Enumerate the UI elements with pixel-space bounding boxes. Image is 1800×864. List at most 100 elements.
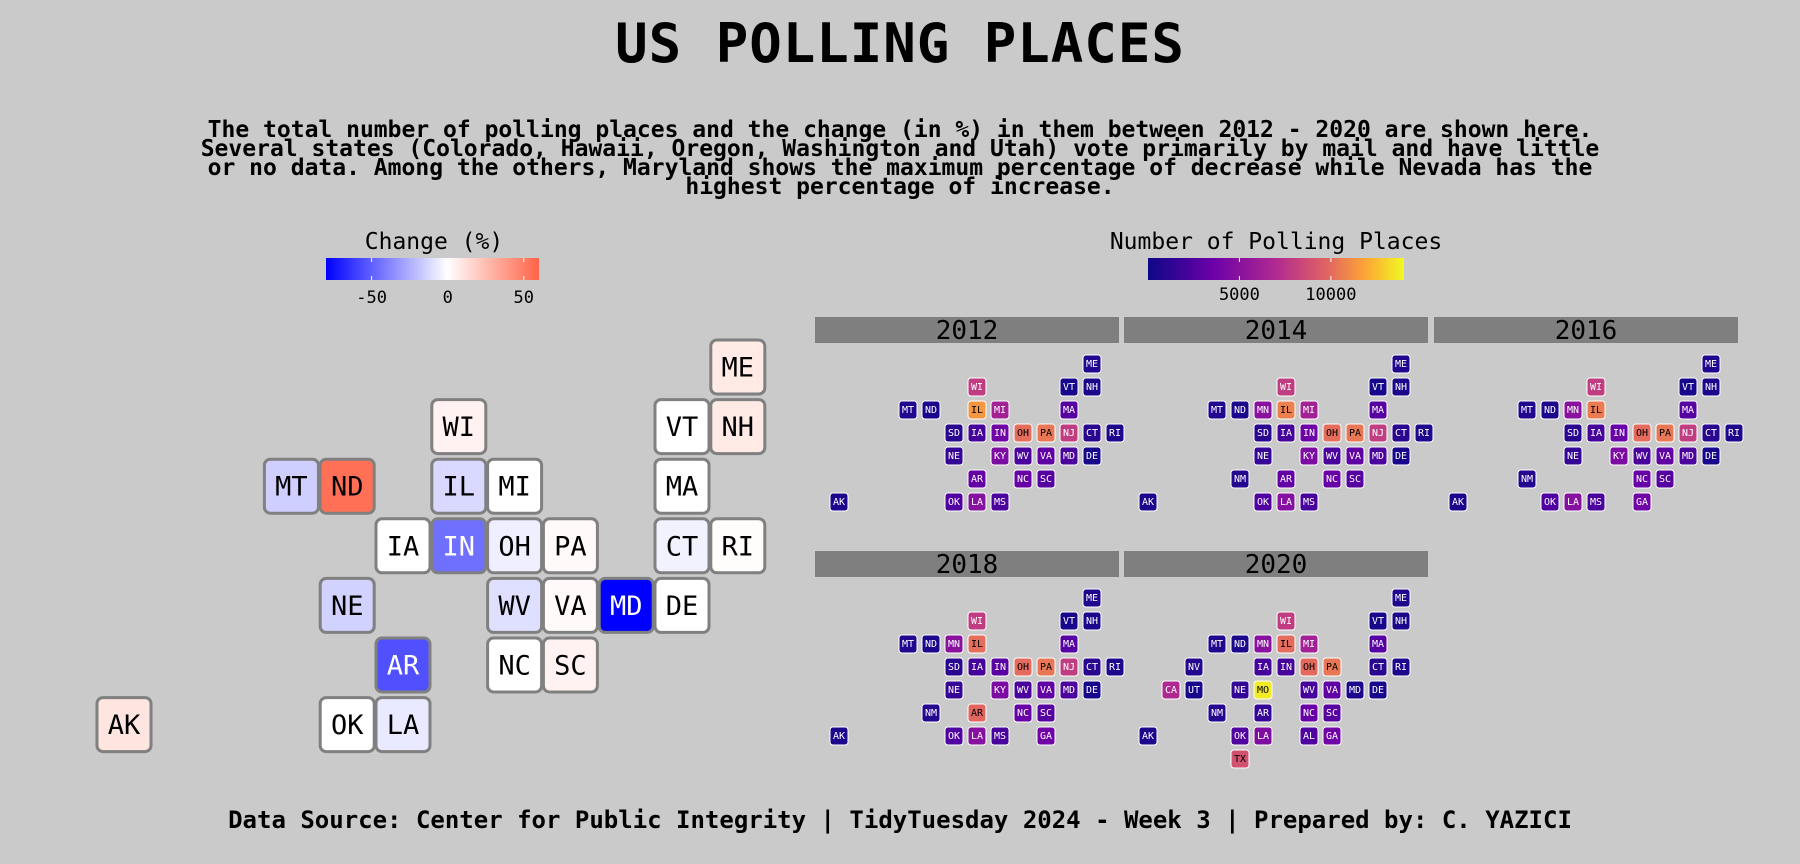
small-tile-label: AK: [833, 731, 845, 742]
small-tile-2014-va: VA: [1345, 446, 1365, 466]
small-tile-label: IA: [1257, 662, 1269, 673]
small-tile-box: [1299, 423, 1319, 443]
small-tile-2018-il: IL: [967, 634, 987, 654]
small-tile-label: OK: [1234, 731, 1246, 742]
small-tile-box: [1082, 611, 1102, 631]
small-tile-box: [1230, 400, 1250, 420]
state-tile-in: IN: [430, 517, 488, 575]
small-tile-label: WI: [971, 616, 983, 627]
small-tile-label: OH: [1636, 428, 1648, 439]
small-tile-label: NE: [1567, 451, 1579, 462]
small-tile-box: [1138, 726, 1158, 746]
state-tile-label: AK: [108, 710, 141, 741]
small-tile-box: [1059, 634, 1079, 654]
small-tile-label: AK: [1142, 731, 1154, 742]
small-tile-2012-ak: AK: [829, 492, 849, 512]
small-tile-label: NE: [948, 685, 960, 696]
small-tile-label: NH: [1395, 382, 1407, 393]
small-tile-2018-ak: AK: [829, 726, 849, 746]
panel-strip: [815, 551, 1119, 577]
small-tile-label: NC: [1017, 474, 1029, 485]
change-legend-tick-label: 0: [443, 288, 453, 308]
small-tile-label: MN: [1257, 405, 1269, 416]
small-tile-box: [921, 634, 941, 654]
small-tile-2018-sc: SC: [1036, 703, 1056, 723]
small-tile-label: OK: [948, 497, 960, 508]
small-tile-label: VA: [1659, 451, 1671, 462]
small-tile-2020-ia: IA: [1253, 657, 1273, 677]
small-tile-label: MS: [1590, 497, 1602, 508]
small-tile-box: [1276, 611, 1296, 631]
small-tile-2016-wv: WV: [1632, 446, 1652, 466]
small-tile-label: VT: [1682, 382, 1694, 393]
small-tile-2020-nd: ND: [1230, 634, 1250, 654]
small-tile-2012-vt: VT: [1059, 377, 1079, 397]
small-tile-2018-ms: MS: [990, 726, 1010, 746]
small-tile-label: SC: [1040, 474, 1052, 485]
small-tile-2016-ky: KY: [1609, 446, 1629, 466]
small-tile-label: DE: [1086, 685, 1098, 696]
small-tile-box: [967, 400, 987, 420]
small-tile-label: MA: [1682, 405, 1694, 416]
change-legend: Change (%) -50 0 50: [326, 229, 539, 308]
small-tile-label: KY: [994, 685, 1006, 696]
state-tile-label: LA: [387, 710, 420, 741]
small-tile-2014-vt: VT: [1368, 377, 1388, 397]
small-tile-2020-nc: NC: [1299, 703, 1319, 723]
small-tile-box: [1230, 634, 1250, 654]
state-tile-box: [486, 576, 544, 634]
small-tile-label: ME: [1086, 593, 1098, 604]
small-tile-box: [1322, 423, 1342, 443]
small-tile-label: AR: [1257, 708, 1270, 719]
small-tile-box: [1082, 377, 1102, 397]
small-tile-box: [1368, 423, 1388, 443]
small-tile-2016-pa: PA: [1655, 423, 1675, 443]
small-tile-box: [1299, 680, 1319, 700]
state-tile-il: IL: [430, 457, 488, 515]
state-tile-de: DE: [653, 576, 711, 634]
page-subtitle: The total number of polling places and t…: [200, 117, 1600, 200]
small-tile-box: [1368, 446, 1388, 466]
small-tile-label: AL: [1303, 731, 1315, 742]
panel-year-label: 2012: [936, 316, 999, 346]
state-tile-ar: AR: [374, 636, 432, 694]
state-tile-box: [709, 338, 767, 396]
small-tile-2016-de: DE: [1701, 446, 1721, 466]
small-tile-2012-wi: WI: [967, 377, 987, 397]
small-tile-box: [1230, 680, 1250, 700]
small-tile-label: IN: [1303, 428, 1315, 439]
small-tile-box: [1391, 354, 1411, 374]
small-tile-label: ME: [1395, 593, 1407, 604]
small-tile-box: [1609, 423, 1629, 443]
small-tile-2020-il: IL: [1276, 634, 1296, 654]
small-tile-box: [1724, 423, 1744, 443]
small-tile-2012-il: IL: [967, 400, 987, 420]
year-panel-2020: 2020 ME WI VT NH MT ND MN IL MI MA NV IA IN OH PA CT RI CA…: [1124, 550, 1428, 769]
panel-strip: [1124, 317, 1428, 343]
state-tile-mi: MI: [486, 457, 544, 515]
small-tile-2012-ms: MS: [990, 492, 1010, 512]
small-tile-label: ME: [1086, 359, 1098, 370]
small-tile-2012-ia: IA: [967, 423, 987, 443]
small-tile-box: [1299, 492, 1319, 512]
small-tile-2014-in: IN: [1299, 423, 1319, 443]
small-tile-label: VT: [1372, 616, 1384, 627]
small-tile-box: [1322, 657, 1342, 677]
small-tile-2016-ga: GA: [1632, 492, 1652, 512]
small-tile-box: [1036, 657, 1056, 677]
small-tile-2016-ri: RI: [1724, 423, 1744, 443]
small-tile-box: [1368, 611, 1388, 631]
small-tile-2014-nm: NM: [1230, 469, 1250, 489]
small-tile-2018-mt: MT: [898, 634, 918, 654]
small-tile-2014-ri: RI: [1414, 423, 1434, 443]
small-tile-box: [1253, 634, 1273, 654]
small-tile-box: [1391, 657, 1411, 677]
small-tile-label: MS: [1303, 497, 1315, 508]
small-tile-2016-il: IL: [1586, 400, 1606, 420]
state-tile-ma: MA: [653, 457, 711, 515]
state-tile-label: VT: [666, 412, 699, 443]
small-tile-box: [1368, 657, 1388, 677]
small-tile-2020-vt: VT: [1368, 611, 1388, 631]
change-tile-map: ME WI VT NH MT ND IL MI MA IA IN OH PA CT RI NE WV VA MD DE…: [95, 338, 767, 754]
small-tile-2020-oh: OH: [1299, 657, 1319, 677]
